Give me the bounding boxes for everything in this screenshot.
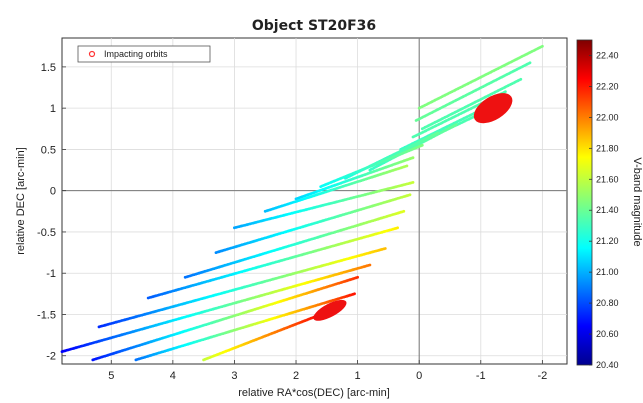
impact-cluster-1 <box>473 93 513 124</box>
trace-9 <box>319 143 424 189</box>
colorbar-tick-label: 21.80 <box>596 143 619 153</box>
x-tick-label: 2 <box>293 370 299 382</box>
chart-title: Object ST20F36 <box>252 18 376 34</box>
colorbar-tick-label: 20.80 <box>596 298 619 308</box>
trace-point <box>214 251 218 255</box>
trace-3 <box>420 77 523 131</box>
colorbar-tick-label: 22.40 <box>596 50 619 60</box>
trace-15 <box>146 226 399 300</box>
trace-10 <box>294 156 415 201</box>
data-traces <box>60 44 544 362</box>
trace-point <box>183 275 187 279</box>
colorbar-tick-label: 21.00 <box>596 267 619 277</box>
colorbar-ticks: 22.40 22.20 22.00 21.80 21.60 21.40 21.20 21.00… <box>589 50 619 370</box>
y-tick-label: -0.5 <box>37 227 56 239</box>
y-tick-label: -1.5 <box>37 309 56 321</box>
y-tick-label: -1 <box>46 268 56 280</box>
plot-area <box>61 37 568 365</box>
colorbar-tick-label: 21.60 <box>596 174 619 184</box>
y-tick-label: 1 <box>50 103 56 115</box>
y-tick-label: 0.5 <box>41 144 56 156</box>
trace-13 <box>214 193 412 255</box>
trace-point <box>420 127 424 131</box>
trace-1 <box>417 44 544 110</box>
trace-point <box>263 209 267 213</box>
colorbar-tick-label: 20.40 <box>596 360 619 370</box>
colorbar-tick-label: 22.20 <box>596 81 619 91</box>
x-axis-ticks: 5 4 3 2 1 0 -1 -2 <box>108 360 547 382</box>
y-axis-ticks: 1.5 1 0.5 0 -0.5 -1 -1.5 -2 <box>37 62 66 363</box>
trace-18 <box>91 275 359 362</box>
x-tick-label: 3 <box>231 370 237 382</box>
x-tick-label: -2 <box>537 370 547 382</box>
trace-point <box>233 226 236 230</box>
legend: Impacting orbits <box>77 45 211 63</box>
legend-label: Impacting orbits <box>104 49 168 59</box>
trace-point <box>134 358 138 362</box>
trace-point <box>202 358 206 362</box>
trace-point <box>60 350 64 353</box>
x-tick-label: -1 <box>476 370 486 382</box>
trace-point <box>368 168 372 172</box>
y-axis-label: relative DEC [arc-min] <box>15 147 27 255</box>
x-tick-label: 0 <box>416 370 422 382</box>
trace-point <box>294 197 298 201</box>
colorbar-label: V-band magnitude <box>631 157 643 246</box>
trace-point <box>414 119 418 122</box>
trace-14 <box>183 209 406 279</box>
trace-12 <box>233 181 415 230</box>
y-tick-label: -2 <box>46 351 56 363</box>
y-tick-label: 0 <box>50 186 56 198</box>
x-tick-label: 4 <box>170 370 176 382</box>
trace-19 <box>134 292 356 362</box>
trace-17 <box>60 263 372 353</box>
trace-point <box>91 358 95 362</box>
trace-16 <box>97 247 387 329</box>
y-tick-label: 1.5 <box>41 62 56 74</box>
legend-marker <box>88 50 96 58</box>
trace-point <box>97 325 101 329</box>
trace-2 <box>414 61 532 122</box>
colorbar-tick-label: 20.60 <box>596 329 619 339</box>
impact-cluster-2 <box>313 299 347 321</box>
x-axis-label: relative RA*cos(DEC) [arc-min] <box>238 387 390 399</box>
colorbar-tick-label: 22.00 <box>596 112 619 122</box>
x-tick-label: 1 <box>355 370 361 382</box>
trace-11 <box>263 164 409 213</box>
zero-axis-lines <box>62 38 567 364</box>
trace-point <box>319 185 323 189</box>
legend-box <box>77 45 211 63</box>
trace-point <box>146 296 150 300</box>
colorbar-tick-label: 21.40 <box>596 205 619 215</box>
colorbar <box>576 39 593 366</box>
trace-point <box>411 135 415 139</box>
x-tick-label: 5 <box>108 370 114 382</box>
impacting-orbits <box>313 93 513 321</box>
trace-point <box>417 106 421 110</box>
colorbar-tick-label: 21.20 <box>596 236 619 246</box>
